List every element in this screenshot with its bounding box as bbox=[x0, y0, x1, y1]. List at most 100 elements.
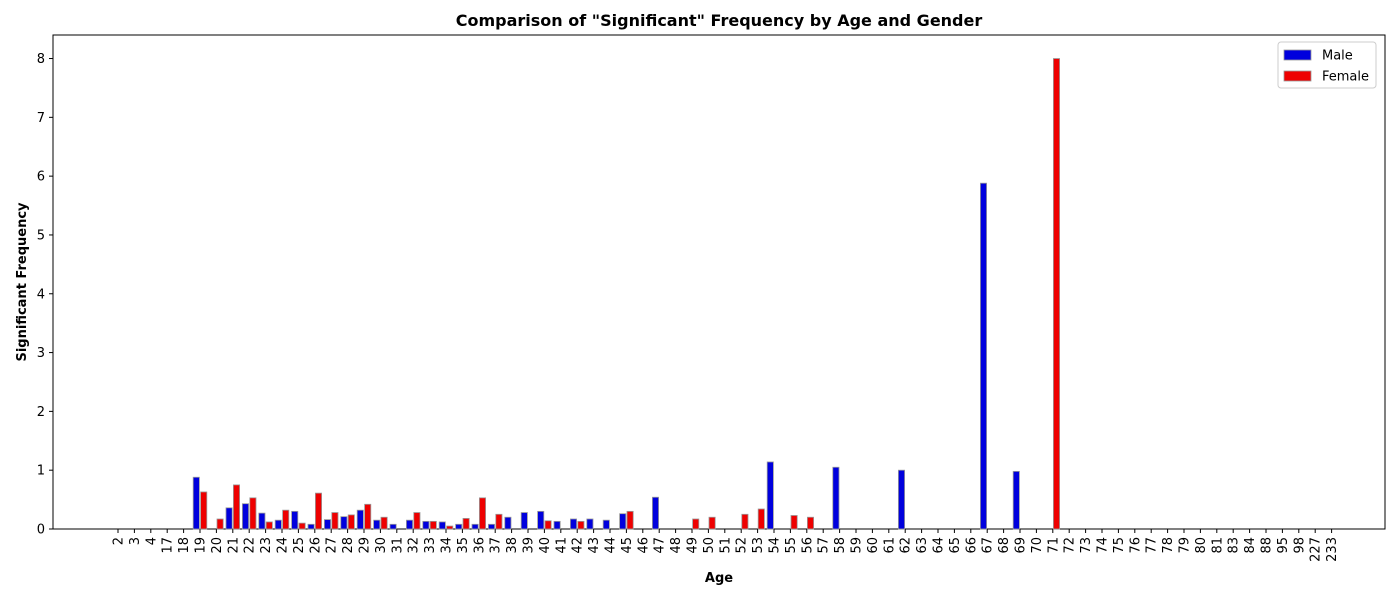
x-tick-label: 98 bbox=[1292, 537, 1307, 554]
bar-female bbox=[249, 497, 257, 530]
bar-male bbox=[520, 512, 528, 530]
x-tick-label: 46 bbox=[636, 537, 651, 554]
chart-title: Comparison of "Significant" Frequency by… bbox=[456, 11, 983, 30]
bar-male bbox=[553, 520, 561, 530]
x-tick-label: 56 bbox=[800, 537, 815, 554]
x-tick-label: 227 bbox=[1309, 537, 1324, 562]
x-tick-label: 61 bbox=[882, 537, 897, 554]
x-tick-label: 25 bbox=[292, 537, 307, 554]
legend-label-female: Female bbox=[1322, 70, 1369, 85]
legend-label-male: Male bbox=[1322, 49, 1353, 64]
x-tick-label: 84 bbox=[1243, 537, 1258, 554]
x-tick-label: 65 bbox=[948, 537, 963, 554]
x-tick-label: 35 bbox=[456, 537, 471, 554]
series-male bbox=[192, 182, 1020, 530]
bar-male bbox=[471, 523, 479, 530]
bar-female bbox=[314, 492, 322, 530]
bar-female bbox=[331, 512, 339, 530]
bar-female bbox=[265, 521, 273, 530]
y-tick-label: 1 bbox=[37, 464, 45, 479]
x-tick-label: 88 bbox=[1260, 537, 1275, 554]
bar-female bbox=[380, 516, 388, 530]
x-tick-label: 63 bbox=[915, 537, 930, 554]
y-tick-label: 4 bbox=[37, 287, 45, 302]
bar-female bbox=[692, 518, 700, 530]
x-tick-label: 77 bbox=[1145, 537, 1160, 554]
bar-female bbox=[446, 525, 454, 530]
x-tick-label: 30 bbox=[374, 537, 389, 554]
x-tick-label: 37 bbox=[489, 537, 504, 554]
y-tick-label: 0 bbox=[37, 523, 45, 538]
x-tick-label: 38 bbox=[505, 537, 520, 554]
bar-female bbox=[364, 503, 372, 530]
bar-female bbox=[429, 520, 437, 530]
x-tick-label: 31 bbox=[390, 537, 405, 554]
y-tick-label: 2 bbox=[37, 405, 45, 420]
x-tick-label: 74 bbox=[1096, 537, 1111, 554]
x-tick-label: 79 bbox=[1178, 537, 1193, 554]
x-tick-label: 73 bbox=[1079, 537, 1094, 554]
bar-male bbox=[405, 519, 413, 530]
x-tick-label: 23 bbox=[259, 537, 274, 554]
x-tick-label: 2 bbox=[112, 537, 127, 545]
bar-male bbox=[832, 466, 840, 530]
x-tick-label: 21 bbox=[226, 537, 241, 554]
bar-male bbox=[373, 519, 381, 530]
bar-male bbox=[455, 523, 463, 530]
x-tick-label: 20 bbox=[210, 537, 225, 554]
x-tick-label: 41 bbox=[554, 537, 569, 554]
x-tick-label: 29 bbox=[358, 537, 373, 554]
x-tick-label: 48 bbox=[669, 537, 684, 554]
bar-female bbox=[807, 516, 815, 530]
x-tick-label: 27 bbox=[325, 537, 340, 554]
bar-female bbox=[1053, 58, 1061, 530]
bar-male bbox=[389, 523, 397, 530]
x-tick-label: 83 bbox=[1227, 537, 1242, 554]
bar-male bbox=[602, 519, 610, 530]
bar-male bbox=[980, 182, 988, 530]
bar-female bbox=[577, 520, 585, 530]
bar-female bbox=[741, 513, 749, 530]
x-tick-label: 44 bbox=[604, 537, 619, 554]
x-tick-label: 59 bbox=[850, 537, 865, 554]
bar-female bbox=[200, 491, 208, 530]
x-tick-label: 55 bbox=[784, 537, 799, 554]
x-tick-label: 72 bbox=[1063, 537, 1078, 554]
x-tick-label: 45 bbox=[620, 537, 635, 554]
x-tick-label: 19 bbox=[194, 537, 209, 554]
x-axis-label: Age bbox=[705, 571, 733, 586]
y-axis-label: Significant Frequency bbox=[15, 202, 30, 362]
bar-male bbox=[438, 521, 446, 530]
x-tick-label: 22 bbox=[243, 537, 258, 554]
x-tick-label: 50 bbox=[702, 537, 717, 554]
bar-male bbox=[422, 520, 430, 530]
bar-male bbox=[586, 518, 594, 530]
x-tick-label: 4 bbox=[144, 537, 159, 545]
x-tick-label: 67 bbox=[981, 537, 996, 554]
bar-male bbox=[487, 523, 495, 530]
x-tick-label: 40 bbox=[538, 537, 553, 554]
bar-female bbox=[544, 520, 552, 530]
x-tick-label: 75 bbox=[1112, 537, 1127, 554]
bar-male bbox=[192, 476, 200, 530]
bar-female bbox=[413, 512, 421, 530]
bar-male bbox=[258, 512, 266, 530]
x-tick-label: 68 bbox=[997, 537, 1012, 554]
x-tick-label: 62 bbox=[899, 537, 914, 554]
x-tick-label: 81 bbox=[1210, 537, 1225, 554]
x-tick-label: 3 bbox=[128, 537, 143, 545]
x-tick-label: 64 bbox=[932, 537, 947, 554]
x-tick-label: 24 bbox=[276, 537, 291, 554]
x-tick-label: 17 bbox=[161, 537, 176, 554]
bar-male bbox=[570, 518, 578, 530]
x-tick-label: 52 bbox=[735, 537, 750, 554]
series-female bbox=[200, 58, 1061, 530]
plot-frame bbox=[52, 34, 1386, 530]
legend-swatch-male bbox=[1283, 49, 1312, 61]
bar-female bbox=[478, 497, 486, 530]
legend: Male Female bbox=[1277, 41, 1377, 89]
x-tick-label: 33 bbox=[423, 537, 438, 554]
x-tick-label: 58 bbox=[833, 537, 848, 554]
x-tick-label: 18 bbox=[177, 537, 192, 554]
